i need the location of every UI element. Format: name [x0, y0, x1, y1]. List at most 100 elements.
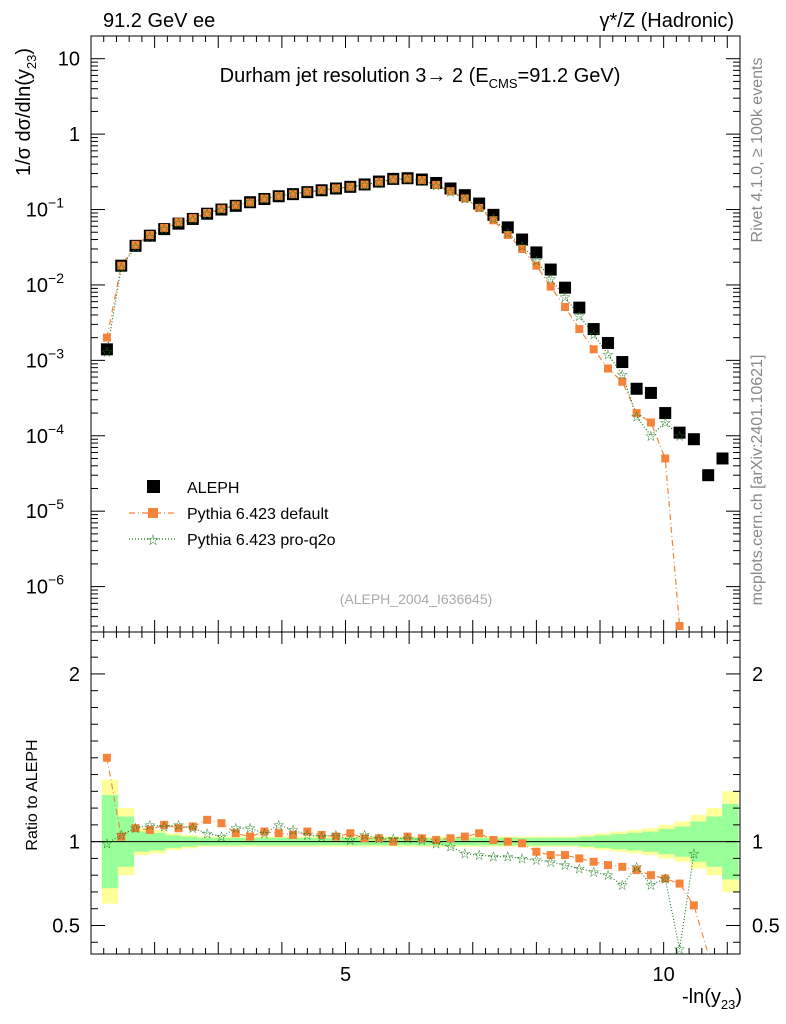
- default-data-point: [117, 261, 126, 270]
- proq2o-ratio-point: ☆: [501, 849, 514, 865]
- y-tick-label: 10−3: [26, 345, 64, 372]
- default-ratio-point: [518, 839, 527, 848]
- mcplots-label: mcplots.cern.ch [arXiv:2401.10621]: [749, 355, 766, 606]
- proq2o-ratio-point: ☆: [315, 829, 328, 845]
- aleph-data-point: [587, 323, 600, 336]
- y-tick-label: 10−4: [26, 421, 64, 448]
- proq2o-ratio-point: ☆: [616, 877, 629, 893]
- default-ratio-point: [317, 830, 326, 839]
- proq2o-ratio-point: ☆: [459, 845, 472, 861]
- default-ratio-point: [145, 825, 154, 834]
- proq2o-ratio-point: ☆: [272, 817, 285, 833]
- default-data-point: [374, 177, 383, 186]
- y-axis-label: 1/σ dσ/dln(y23): [13, 48, 39, 176]
- proq2o-data-point: ☆: [115, 260, 128, 276]
- default-data-point: [303, 187, 312, 196]
- proq2o-ratio-point: ☆: [287, 822, 300, 838]
- default-ratio-point: [188, 822, 197, 831]
- proq2o-data-point: ☆: [330, 181, 343, 197]
- default-data-point: [274, 192, 283, 201]
- legend-label-default: Pythia 6.423 default: [187, 506, 329, 523]
- aleph-data-point: [544, 263, 557, 276]
- default-ratio-point: [575, 854, 584, 863]
- ratio-plot-frame: [90, 631, 741, 955]
- x-axis-label: -ln(y23): [682, 986, 742, 1012]
- aleph-data-point: [659, 407, 672, 420]
- aleph-data-point: [516, 233, 529, 246]
- proq2o-ratio-point: ☆: [630, 859, 643, 875]
- default-ratio-point: [131, 824, 140, 833]
- process-label: γ*/Z (Hadronic): [600, 10, 734, 32]
- proq2o-data-point: ☆: [501, 225, 514, 241]
- default-ratio-point: [646, 871, 655, 880]
- aleph-data-point: [687, 433, 700, 446]
- default-ratio-point: [260, 827, 269, 836]
- ratio-tick-label: 1: [69, 832, 80, 854]
- proq2o-ratio-point: ☆: [487, 849, 500, 865]
- proq2o-series-line: [106, 178, 681, 437]
- default-data-point: [618, 377, 627, 386]
- proq2o-data-point: ☆: [101, 344, 114, 360]
- proq2o-data-point: ☆: [487, 211, 500, 227]
- proq2o-ratio-point: ☆: [358, 827, 371, 843]
- proq2o-data-point: ☆: [473, 200, 486, 216]
- default-data-point: [246, 198, 255, 207]
- legend: ALEPH Pythia 6.423 default ☆ Pythia 6.42…: [129, 480, 336, 549]
- proq2o-ratio-point: ☆: [101, 835, 114, 851]
- aleph-data-point: [601, 336, 614, 349]
- energy-label: 91.2 GeV ee: [103, 10, 215, 32]
- proq2o-ratio-point: ☆: [229, 820, 242, 836]
- proq2o-data-point: ☆: [659, 414, 672, 430]
- proq2o-data-point: ☆: [401, 171, 414, 187]
- proq2o-data-point: ☆: [616, 366, 629, 382]
- proq2o-data-point: ☆: [129, 239, 142, 255]
- proq2o-ratio-point: ☆: [158, 819, 171, 835]
- proq2o-data-point: ☆: [187, 211, 200, 227]
- default-data-point: [632, 409, 641, 418]
- proq2o-data-point: ☆: [673, 428, 686, 444]
- aleph-data-point: [716, 452, 729, 465]
- default-data-point: [174, 218, 183, 227]
- proq2o-ratio-point: ☆: [530, 852, 543, 868]
- proq2o-data-point: ☆: [158, 221, 171, 237]
- proq2o-data-point: ☆: [272, 188, 285, 204]
- proq2o-ratio-point: ☆: [144, 817, 157, 833]
- legend-label-aleph: ALEPH: [187, 480, 239, 497]
- proq2o-ratio-point: ☆: [344, 832, 357, 848]
- aleph-data-point: [630, 382, 643, 395]
- ratio-tick-label: 0.5: [52, 915, 80, 937]
- default-data-point: [503, 230, 512, 239]
- default-data-point: [231, 201, 240, 210]
- default-ratio-point: [417, 834, 426, 843]
- proq2o-data-point: ☆: [530, 253, 543, 269]
- proq2o-ratio-point: ☆: [244, 820, 257, 836]
- proq2o-data-point: ☆: [373, 174, 386, 190]
- proq2o-data-point: ☆: [258, 191, 271, 207]
- default-data-point: [460, 194, 469, 203]
- y-tick-label: 10−6: [26, 572, 64, 599]
- default-ratio-point: [160, 820, 169, 829]
- default-data-point: [532, 261, 541, 270]
- default-ratio-line: [106, 757, 709, 955]
- aleph-data-point: [559, 281, 572, 294]
- chart-title: Durham jet resolution 3→ 2 (ECMS=91.2 Ge…: [220, 65, 621, 91]
- default-data-point: [102, 333, 111, 342]
- default-data-point: [432, 180, 441, 189]
- ratio-uncertainty-bands: [91, 779, 740, 904]
- default-data-point: [160, 223, 169, 232]
- default-data-point: [360, 180, 369, 189]
- proq2o-data-point: ☆: [287, 186, 300, 202]
- proq2o-data-point: ☆: [645, 428, 658, 444]
- default-data-point: [217, 204, 226, 213]
- proq2o-data-point: ☆: [630, 409, 643, 425]
- default-data-point: [188, 214, 197, 223]
- proq2o-ratio-point: ☆: [387, 830, 400, 846]
- y-tick-label: 10−2: [26, 270, 64, 297]
- default-ratio-point: [546, 851, 555, 860]
- default-ratio-point: [589, 857, 598, 866]
- proq2o-ratio-point: ☆: [602, 867, 615, 883]
- default-data-point: [346, 182, 355, 191]
- proq2o-ratio-point: ☆: [659, 871, 672, 887]
- default-ratio-point: [675, 879, 684, 888]
- default-data-point: [518, 244, 527, 253]
